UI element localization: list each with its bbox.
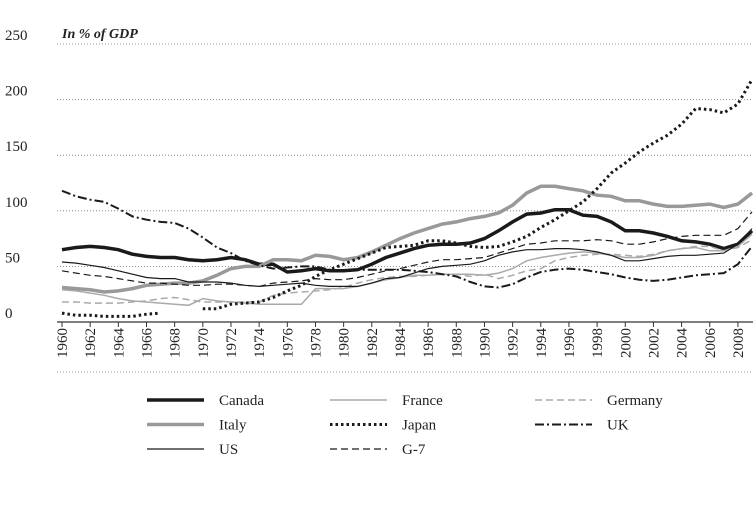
legend-item: Germany	[535, 393, 663, 409]
y-tick-label: 150	[5, 139, 28, 155]
legend-label: US	[219, 442, 238, 458]
x-tick-label: 2006	[703, 328, 719, 359]
x-tick-label: 1968	[168, 328, 184, 358]
x-tick-label: 1972	[224, 328, 240, 358]
y-tick-label: 200	[5, 84, 28, 100]
legend-item: UK	[535, 418, 629, 434]
legend-item: Japan	[330, 418, 437, 434]
y-tick-label: 100	[5, 195, 28, 211]
y-tick-label: 250	[5, 28, 28, 44]
series-line	[61, 207, 753, 274]
x-tick-label: 1960	[55, 328, 71, 358]
x-tick-label: 1978	[308, 328, 324, 358]
series-line	[61, 211, 753, 288]
legend-label: UK	[607, 418, 629, 434]
x-tick-label: 1982	[365, 328, 381, 358]
legend-label: Japan	[402, 418, 437, 434]
legend-label: G-7	[402, 442, 426, 458]
legend-item: G-7	[330, 442, 426, 458]
x-tick-label: 1992	[506, 328, 522, 358]
x-tick-label: 2002	[646, 328, 662, 358]
y-tick-label: 0	[5, 306, 13, 322]
legend-label: France	[402, 393, 443, 409]
x-tick-label: 1994	[534, 328, 550, 359]
x-tick-label: 2000	[618, 328, 634, 358]
x-tick-label: 1962	[83, 328, 99, 358]
series-line	[61, 233, 753, 307]
x-tick-label: 1966	[139, 328, 155, 359]
x-tick-label: 1996	[562, 328, 578, 359]
x-tick-label: 1970	[196, 328, 212, 358]
legend-label: Canada	[219, 393, 264, 409]
x-tick-label: 1984	[393, 328, 409, 359]
x-tick-label: 1990	[477, 328, 493, 358]
series-line	[61, 184, 753, 294]
series-line	[62, 239, 753, 304]
legend-item: Italy	[147, 418, 247, 434]
legend-item: US	[147, 442, 238, 458]
series-line	[61, 78, 753, 318]
legend-label: Germany	[607, 393, 663, 409]
series-line	[61, 228, 753, 288]
chart-title: In % of GDP	[61, 27, 138, 42]
x-tick-label: 1964	[111, 328, 127, 359]
x-tick-label: 2004	[675, 328, 691, 359]
x-tick-label: 1980	[337, 328, 353, 358]
x-tick-label: 2008	[731, 328, 747, 358]
x-tick-label: 1976	[280, 328, 296, 359]
x-tick-label: 1988	[449, 328, 465, 358]
x-tick-label: 1998	[590, 328, 606, 358]
legend-item: Canada	[147, 393, 264, 409]
series-line	[61, 189, 753, 289]
y-tick-label: 50	[5, 250, 20, 266]
x-tick-label: 1974	[252, 328, 268, 359]
legend-label: Italy	[219, 418, 247, 434]
x-tick-label: 1986	[421, 328, 437, 359]
legend-item: France	[330, 393, 443, 409]
